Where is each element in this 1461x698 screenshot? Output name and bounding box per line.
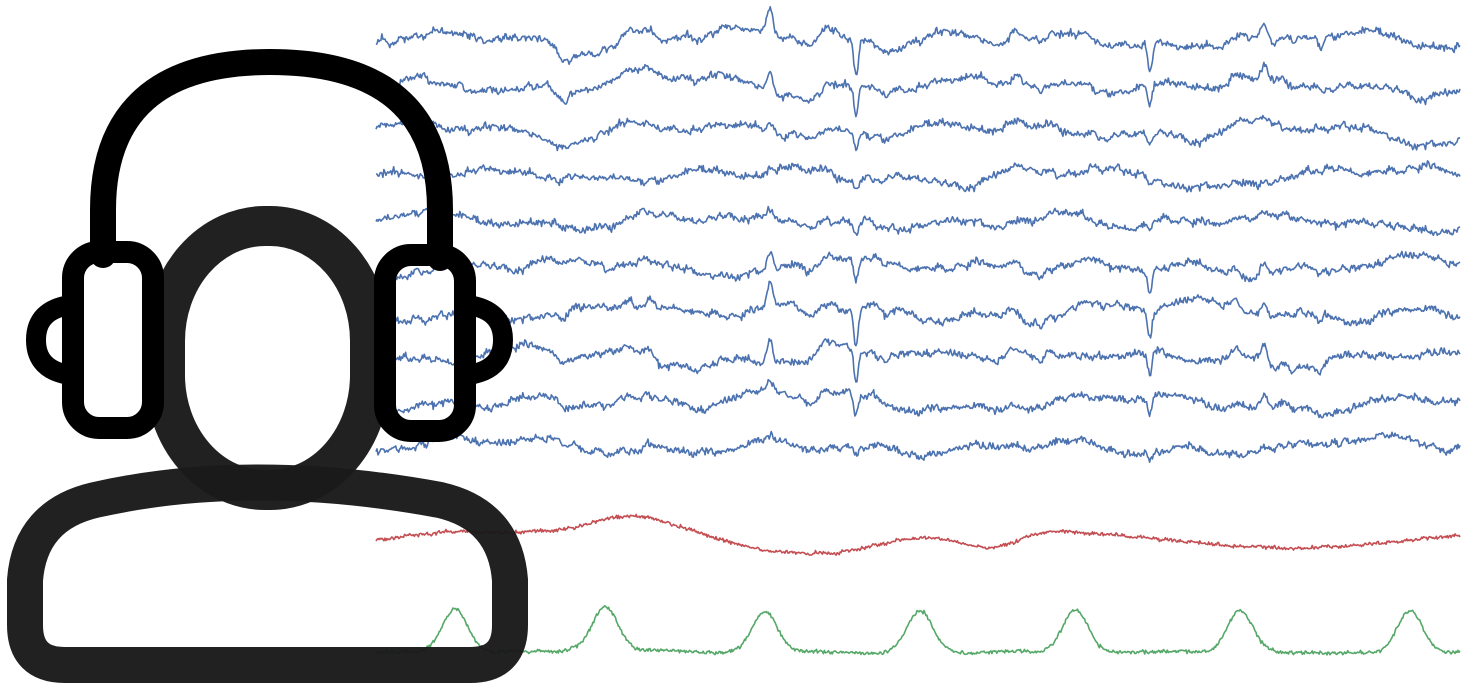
eeg-trace [375,337,1461,383]
eeg-trace [375,114,1461,152]
ecg-trace [375,605,1461,656]
eeg-trace [375,430,1461,463]
right-ear-nub [458,295,514,385]
left-ear-cup [62,241,164,439]
eeg-trace [375,6,1461,76]
headband [90,48,453,271]
headphones-user-icon [7,48,528,683]
head-outline [145,206,390,510]
ecg-trace-group [375,605,1461,656]
respiration-trace [375,513,1461,556]
eeg-traces [375,6,1461,463]
right-ear-cup [374,244,476,442]
eeg-trace [375,280,1461,347]
eeg-trace [375,61,1461,118]
eeg-trace [375,250,1461,294]
left-ear-nub [25,295,80,385]
eeg-trace [375,205,1461,237]
eeg-trace [375,160,1461,193]
respiration-trace-group [375,513,1461,556]
eeg-trace [375,378,1461,419]
